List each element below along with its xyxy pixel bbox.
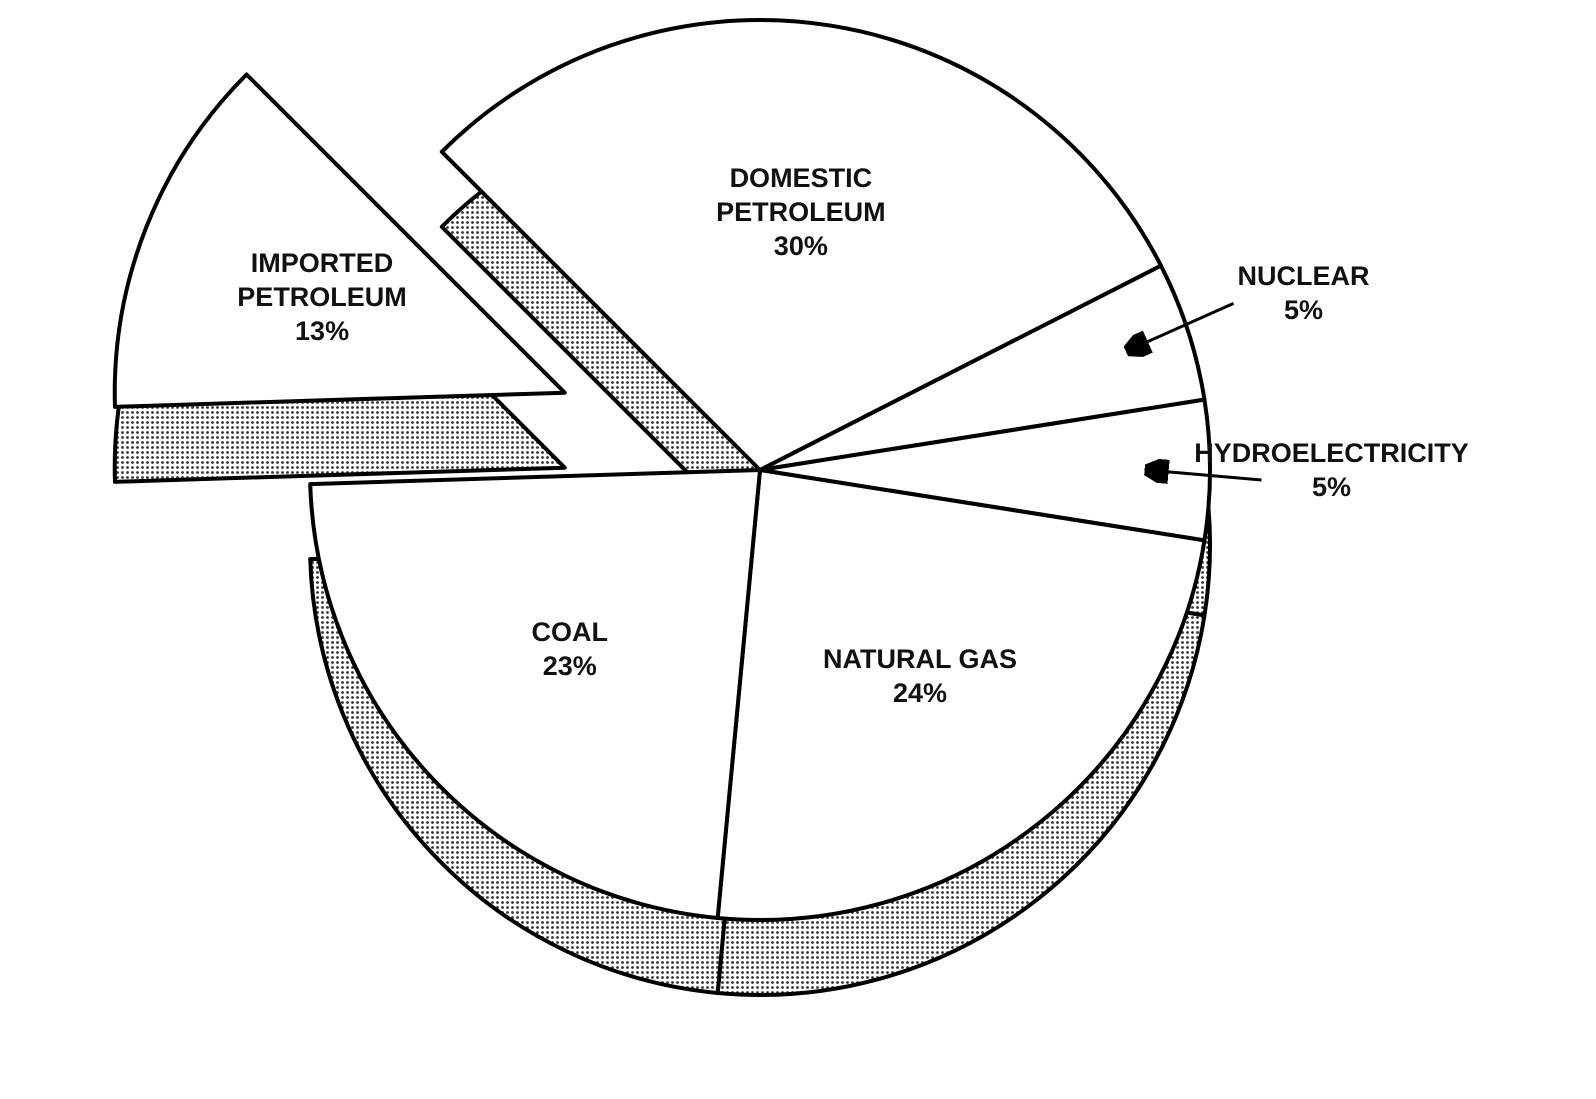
category-label: DOMESTIC PETROLEUM xyxy=(686,161,916,229)
value-label: 30% xyxy=(686,229,916,263)
category-label: NATURAL GAS xyxy=(805,642,1035,676)
value-label: 5% xyxy=(1152,470,1512,504)
category-label: COAL xyxy=(455,615,685,649)
value-label: 23% xyxy=(455,649,685,683)
chart: IMPORTED PETROLEUM13% DOMESTIC PETROLEUM3… xyxy=(0,0,1596,1099)
category-label: IMPORTED PETROLEUM xyxy=(207,246,437,314)
value-label: 13% xyxy=(207,314,437,348)
slice xyxy=(310,470,760,918)
value-label: 5% xyxy=(1124,293,1484,327)
value-label: 24% xyxy=(805,676,1035,710)
category-label: NUCLEAR xyxy=(1124,259,1484,293)
category-label: HYDROELECTRICITY xyxy=(1152,436,1512,470)
